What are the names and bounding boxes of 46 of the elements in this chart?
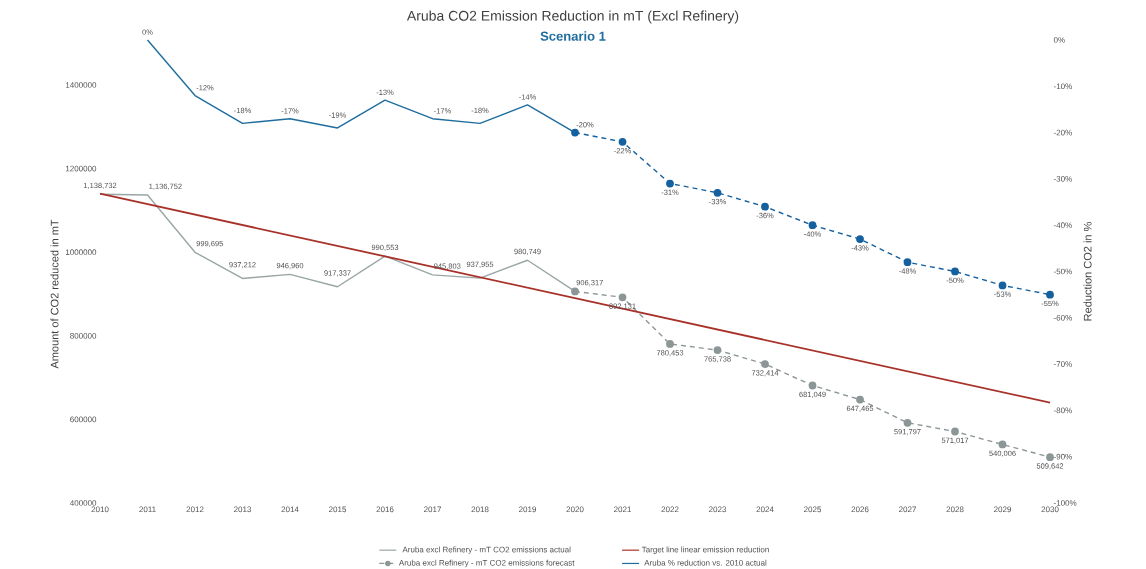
x-tick-label: 2027 (899, 506, 916, 513)
y2-tick-label: -10% (1053, 83, 1072, 90)
y2-tick-label: -40% (1053, 222, 1072, 229)
x-tick-label: 2021 (614, 506, 632, 513)
x-tick-label: 2018 (471, 506, 489, 513)
y2-tick-label: -100% (1053, 500, 1077, 506)
x-tick-label: 2025 (804, 506, 822, 513)
x-tick-label: 2030 (1041, 506, 1059, 513)
y-tick-label: 1200000 (65, 165, 97, 172)
legend-label: Aruba excl Refinery - mT CO2 emissions forecast (398, 559, 575, 568)
x-tick-label: 2028 (946, 506, 964, 513)
x-tick-label: 2010 (91, 506, 109, 513)
x-tick-label: 2013 (234, 506, 252, 513)
chart-title: Aruba CO2 Emission Reduction in mT (Excl Refinery) (406, 10, 739, 24)
y2-tick-label: -20% (1053, 129, 1072, 136)
legend-label: Aruba % reduction vs. 2010 actual (644, 559, 767, 566)
chart-subtitle: Scenario 1 (540, 31, 606, 41)
x-tick-label: 2016 (376, 506, 394, 513)
x-tick-label: 2019 (519, 506, 537, 513)
y-axis-title: Amount of CO2 reduced in mT (50, 219, 59, 369)
x-tick-label: 2022 (661, 506, 679, 513)
x-tick-label: 2015 (329, 506, 347, 513)
y2-tick-label: -30% (1053, 176, 1072, 182)
x-tick-label: 2011 (139, 506, 156, 513)
legend-label: Aruba excl Refinery - mT CO2 emissions actual (402, 546, 571, 554)
y2-tick-label: -80% (1053, 407, 1072, 414)
x-tick-label: 2023 (709, 506, 727, 513)
legend-label: Target line linear emission reduction (641, 546, 769, 554)
y-tick-label: 600000 (70, 416, 97, 423)
x-tick-label: 2029 (994, 506, 1012, 513)
y2-tick-label: -70% (1053, 361, 1072, 367)
x-tick-label: 2026 (851, 506, 869, 513)
x-tick-label: 2017 (424, 506, 441, 513)
y2-tick-label: -50% (1053, 268, 1072, 275)
y2-tick-label: 0% (1053, 37, 1065, 43)
y-tick-label: 1400000 (65, 82, 97, 88)
y2-axis-title: Reduction CO2 in % (1083, 222, 1092, 321)
y2-tick-label: -90% (1053, 453, 1072, 460)
x-tick-label: 2014 (281, 506, 299, 513)
x-tick-label: 2020 (566, 506, 584, 513)
y-tick-label: 1000000 (65, 249, 97, 256)
y2-tick-label: -60% (1053, 314, 1072, 321)
y-tick-label: 800000 (70, 332, 97, 339)
x-tick-label: 2012 (186, 506, 204, 513)
x-tick-label: 2024 (756, 506, 774, 513)
y-tick-label: 400000 (69, 500, 97, 506)
